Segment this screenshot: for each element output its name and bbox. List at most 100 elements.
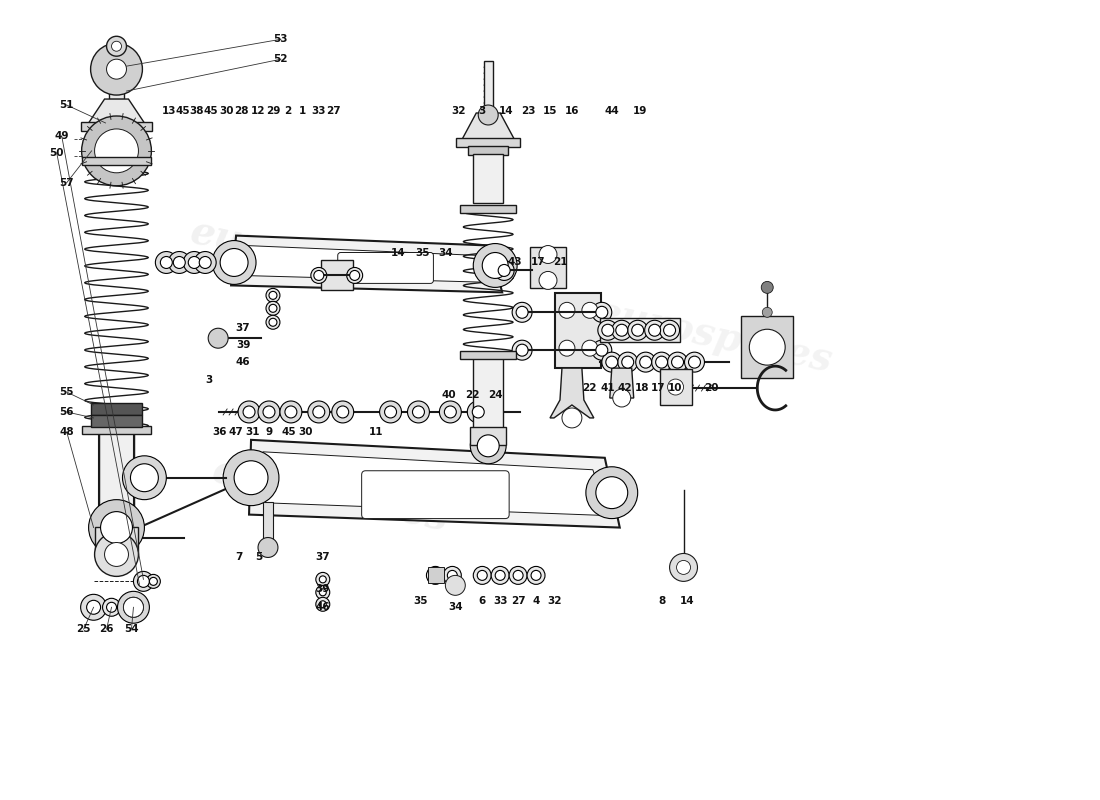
Circle shape (478, 105, 498, 125)
Circle shape (123, 598, 143, 618)
Text: 34: 34 (448, 602, 463, 612)
Circle shape (314, 270, 323, 281)
Circle shape (762, 307, 772, 318)
Circle shape (473, 243, 517, 287)
Text: 38: 38 (189, 106, 204, 116)
Bar (471, 427, 506, 445)
Circle shape (482, 253, 508, 278)
Circle shape (107, 602, 117, 612)
Text: 29: 29 (266, 106, 280, 116)
Circle shape (477, 570, 487, 580)
Bar (99, 425, 134, 519)
Circle shape (582, 302, 597, 318)
Text: 12: 12 (251, 106, 265, 116)
Circle shape (220, 249, 249, 277)
Text: 5: 5 (255, 553, 263, 562)
Circle shape (596, 477, 628, 509)
Text: 45: 45 (204, 106, 219, 116)
Text: 31: 31 (245, 427, 261, 437)
Circle shape (448, 570, 458, 580)
Text: 27: 27 (327, 106, 341, 116)
Text: 32: 32 (451, 106, 465, 116)
Circle shape (311, 267, 327, 283)
Polygon shape (550, 368, 594, 418)
Circle shape (430, 570, 440, 580)
Circle shape (279, 401, 301, 423)
Circle shape (350, 270, 360, 281)
Circle shape (89, 500, 144, 555)
Circle shape (676, 561, 691, 574)
Circle shape (133, 571, 153, 591)
Text: 47: 47 (229, 427, 243, 437)
Circle shape (513, 302, 532, 322)
Text: 6: 6 (478, 596, 486, 606)
Circle shape (427, 566, 444, 584)
Bar (460, 351, 516, 359)
Circle shape (495, 570, 505, 580)
Text: 22: 22 (465, 390, 480, 400)
Circle shape (312, 406, 324, 418)
Text: 8: 8 (658, 596, 666, 606)
Text: 45: 45 (282, 427, 296, 437)
Text: 14: 14 (498, 106, 514, 116)
Circle shape (531, 570, 541, 580)
Circle shape (663, 324, 675, 336)
Text: 43: 43 (508, 258, 522, 267)
Text: 30: 30 (219, 106, 233, 116)
Circle shape (651, 352, 672, 372)
Circle shape (100, 512, 132, 543)
Text: 49: 49 (55, 131, 69, 141)
Text: 57: 57 (59, 178, 74, 188)
Text: 4: 4 (532, 596, 540, 606)
Circle shape (446, 575, 465, 595)
Text: 3: 3 (478, 106, 486, 116)
Circle shape (516, 344, 528, 356)
Circle shape (472, 406, 484, 418)
Circle shape (668, 352, 688, 372)
Bar (92, 131, 141, 140)
Bar (109, 69, 124, 99)
Circle shape (471, 428, 506, 464)
Text: 27: 27 (510, 596, 526, 606)
Circle shape (104, 542, 129, 566)
Circle shape (631, 324, 644, 336)
Circle shape (258, 538, 278, 558)
Text: 35: 35 (414, 596, 428, 606)
Bar (90, 415, 142, 427)
Circle shape (266, 288, 279, 302)
Bar (473, 353, 503, 428)
Circle shape (649, 324, 661, 336)
Circle shape (102, 598, 121, 616)
Circle shape (516, 306, 528, 318)
Circle shape (468, 401, 490, 423)
Circle shape (87, 600, 100, 614)
Text: 2: 2 (284, 106, 292, 116)
Circle shape (612, 320, 631, 340)
Circle shape (95, 129, 139, 173)
Circle shape (586, 466, 638, 518)
Circle shape (582, 340, 597, 356)
Bar (81, 426, 152, 434)
Circle shape (473, 566, 492, 584)
Text: 15: 15 (542, 106, 558, 116)
Circle shape (672, 356, 683, 368)
Circle shape (208, 328, 228, 348)
Circle shape (412, 406, 425, 418)
Circle shape (621, 356, 634, 368)
Circle shape (131, 464, 158, 492)
Circle shape (316, 572, 330, 586)
Circle shape (596, 344, 608, 356)
Text: 50: 50 (50, 148, 64, 158)
Circle shape (618, 352, 638, 372)
Circle shape (559, 302, 575, 318)
Text: 21: 21 (552, 258, 568, 267)
Circle shape (444, 406, 456, 418)
Polygon shape (241, 246, 492, 282)
Circle shape (597, 320, 618, 340)
Circle shape (308, 401, 330, 423)
Circle shape (285, 406, 297, 418)
Text: 26: 26 (99, 624, 113, 634)
Circle shape (146, 574, 161, 588)
Circle shape (168, 251, 190, 274)
Polygon shape (89, 99, 144, 123)
